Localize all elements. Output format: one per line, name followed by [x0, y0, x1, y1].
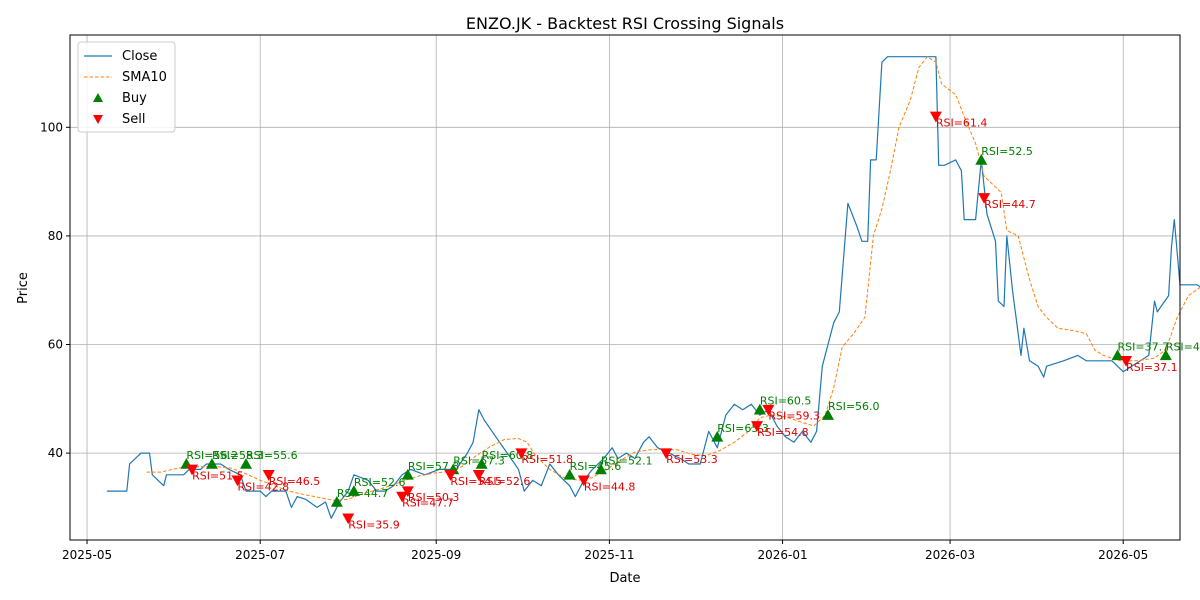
buy-marker	[330, 495, 343, 507]
sell-label: RSI=47.7	[402, 497, 454, 510]
legend: Close SMA10 Buy Sell	[77, 41, 176, 133]
buy-marker	[1111, 349, 1124, 361]
buy-label: RSI=56.0	[828, 400, 880, 413]
sell-marker	[444, 470, 457, 481]
sell-marker	[1120, 356, 1133, 367]
y-tick-label: 40	[48, 446, 63, 460]
y-tick-label: 100	[40, 120, 63, 134]
sell-marker	[262, 470, 275, 481]
sell-label: RSI=50.3	[408, 491, 460, 504]
x-tick-label: 2025-05	[62, 548, 112, 562]
sell-marker	[929, 111, 942, 123]
plot-frame	[69, 34, 1181, 541]
sell-label: RSI=59.3	[768, 410, 820, 423]
legend-label: Buy	[122, 91, 147, 106]
buy-label: RSI=57.3	[453, 454, 505, 467]
legend-label: SMA10	[122, 70, 167, 85]
buy-label: RSI=58.3	[212, 449, 264, 462]
sell-label: RSI=52.6	[479, 475, 531, 488]
buy-marker	[475, 457, 488, 469]
legend-box	[77, 41, 176, 133]
axis-ticks: 2025-05 2025-07 2025-09 2025-11 2026-01 2026-…	[40, 120, 1148, 562]
sell-label: RSI=35.9	[348, 518, 400, 531]
buy-label: RSI=40.8	[1166, 340, 1200, 353]
sell-label: RSI=51.8	[521, 453, 573, 466]
sell-label: RSI=54.8	[757, 426, 809, 439]
buy-marker	[563, 468, 576, 480]
x-tick-label: 2025-11	[584, 548, 634, 562]
legend-swatch	[93, 93, 103, 102]
sell-label: RSI=54.5	[450, 475, 502, 488]
signal-markers: RSI=56.2RSI=58.3RSI=55.6RSI=44.7RSI=52.6…	[180, 111, 1200, 531]
x-tick-label: 2026-05	[1098, 548, 1148, 562]
sell-label: RSI=44.7	[984, 198, 1036, 211]
sell-marker	[978, 193, 991, 204]
sell-marker	[186, 464, 199, 476]
buy-marker	[821, 409, 834, 420]
x-axis-label: Date	[609, 571, 640, 586]
buy-marker	[975, 153, 988, 165]
sell-label: RSI=42.8	[237, 480, 289, 493]
y-tick-label: 80	[48, 229, 63, 243]
buy-label: RSI=60.5	[760, 395, 812, 408]
buy-marker	[1159, 349, 1172, 361]
buy-marker	[401, 468, 414, 480]
buy-marker	[240, 457, 253, 469]
sell-marker	[401, 486, 414, 498]
sell-label: RSI=44.8	[584, 480, 636, 493]
sell-marker	[472, 470, 485, 481]
sell-marker	[342, 513, 355, 525]
buy-label: RSI=44.7	[337, 487, 389, 500]
sell-marker	[515, 448, 528, 460]
grid	[70, 35, 1180, 540]
sell-marker	[577, 475, 590, 487]
sell-marker	[751, 421, 764, 432]
buy-label: RSI=56.2	[186, 449, 238, 462]
sell-label: RSI=46.5	[269, 475, 321, 488]
sell-marker	[762, 404, 775, 416]
sell-label: RSI=37.1	[1126, 361, 1178, 374]
sell-marker	[396, 491, 409, 503]
buy-marker	[205, 457, 218, 469]
sell-label: RSI=51.5	[192, 469, 244, 482]
sell-label: RSI=61.4	[936, 116, 988, 129]
y-axis-label: Price	[16, 272, 31, 304]
sell-label: RSI=53.3	[666, 453, 718, 466]
x-tick-label: 2025-09	[411, 548, 461, 562]
chart-title: ENZO.JK - Backtest RSI Crossing Signals	[466, 14, 784, 33]
x-tick-label: 2025-07	[235, 548, 285, 562]
buy-label: RSI=52.1	[601, 454, 653, 467]
buy-marker	[594, 463, 607, 475]
sell-marker	[231, 475, 244, 487]
buy-label: RSI=55.6	[246, 449, 298, 462]
sell-marker	[660, 448, 673, 460]
y-tick-label: 60	[48, 338, 63, 352]
legend-swatch	[93, 115, 103, 124]
buy-label: RSI=57.3	[408, 460, 460, 473]
buy-label: RSI=52.5	[981, 145, 1033, 158]
buy-marker	[711, 430, 724, 442]
buy-marker	[753, 403, 766, 415]
x-tick-label: 2026-03	[925, 548, 975, 562]
legend-label: Close	[122, 49, 157, 64]
buy-label: RSI=52.6	[354, 476, 406, 489]
buy-label: RSI=45.6	[570, 460, 622, 473]
x-tick-label: 2026-01	[757, 548, 807, 562]
buy-marker	[347, 485, 360, 496]
series-close	[106, 56, 1200, 519]
buy-label: RSI=37.7	[1118, 340, 1170, 353]
legend-label: Sell	[122, 112, 145, 127]
